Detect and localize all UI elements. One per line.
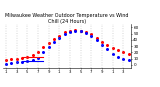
Title: Milwaukee Weather Outdoor Temperature vs Wind Chill (24 Hours): Milwaukee Weather Outdoor Temperature vs… <box>5 13 129 24</box>
